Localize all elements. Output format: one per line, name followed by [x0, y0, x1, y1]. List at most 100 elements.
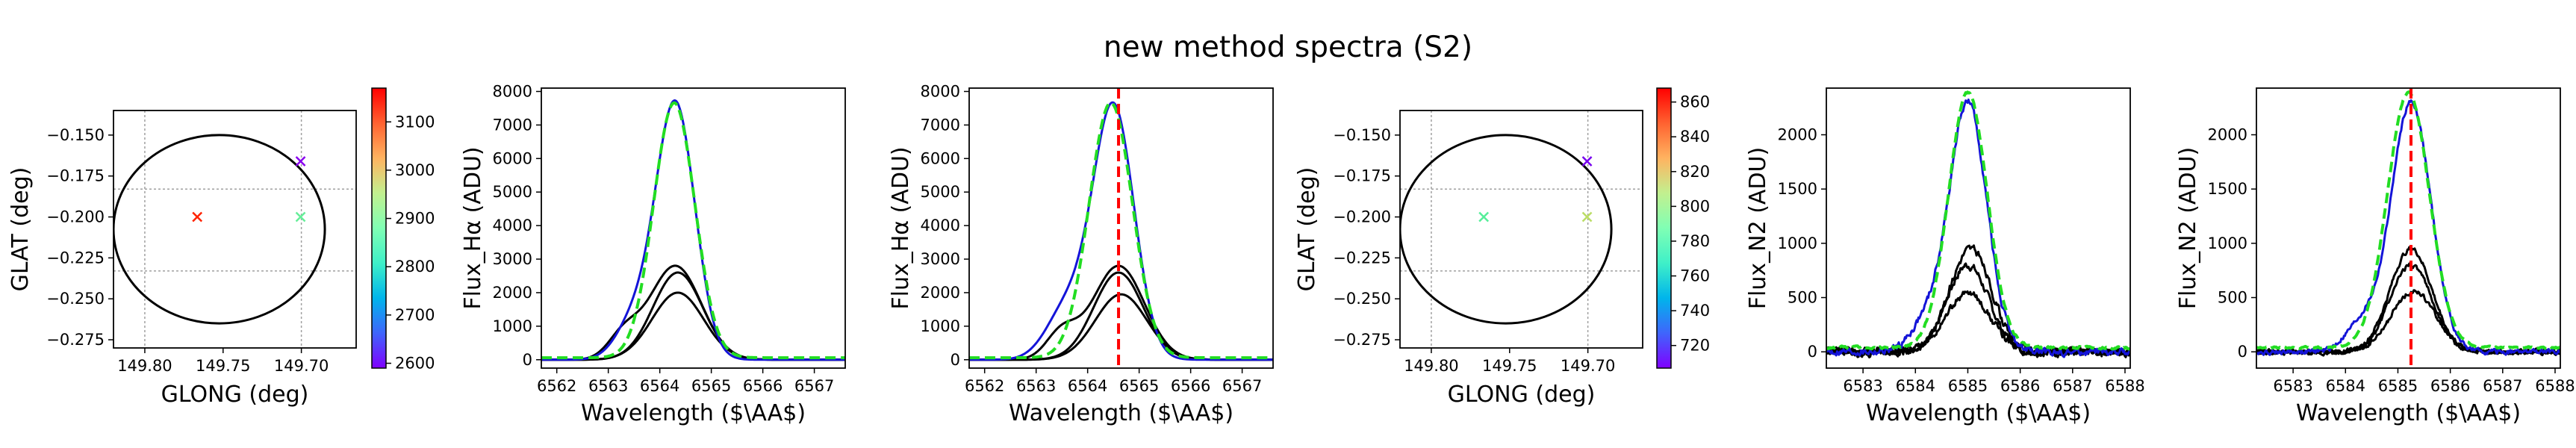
- y-tick-label: −0.200: [46, 208, 105, 226]
- x-tick-label: 6585: [2378, 377, 2418, 395]
- x-tick-label: 149.70: [1561, 357, 1615, 375]
- y-axis-label: GLAT (deg): [7, 167, 34, 292]
- colorbar-tick-label: 800: [1680, 197, 1710, 215]
- series-model-green: [2256, 90, 2560, 350]
- y-tick-label: 2000: [1778, 126, 1817, 144]
- x-tick-label: 6565: [1119, 377, 1159, 395]
- y-axis-label: Flux_Hα (ADU): [888, 146, 914, 309]
- series-observed-blue: [969, 101, 1273, 361]
- colorbar-tick-label: 760: [1680, 267, 1710, 285]
- x-tick-label: 6562: [965, 377, 1004, 395]
- y-axis-label: Flux_Hα (ADU): [460, 146, 486, 309]
- x-tick-label: 149.70: [274, 357, 329, 375]
- x-tick-label: 149.75: [196, 357, 250, 375]
- colorbar-tick-label: 740: [1680, 302, 1710, 320]
- x-tick-label: 6588: [2105, 377, 2144, 395]
- y-tick-label: 500: [1788, 289, 1817, 307]
- y-tick-label: −0.275: [1333, 331, 1391, 349]
- y-tick-label: 5000: [921, 183, 960, 201]
- y-tick-label: −0.175: [1333, 167, 1391, 185]
- y-tick-label: 2000: [2208, 126, 2247, 144]
- y-tick-label: −0.175: [46, 167, 105, 185]
- map-1-panel: 2600 2700 2800 2900 3000 3100 149.80 149.75 149.…: [7, 87, 435, 408]
- y-tick-label: 2000: [493, 284, 532, 302]
- spectrum-n2-2-plot-area: [2256, 88, 2560, 368]
- y-tick-label: 6000: [921, 149, 960, 167]
- colorbar-tick-label: 780: [1680, 232, 1710, 250]
- spectrum-ha-2-plot-area: [969, 88, 1273, 368]
- x-axis-label: Wavelength ($\AA$): [1866, 400, 2091, 426]
- y-tick-label: −0.275: [46, 331, 105, 349]
- series-observed-blue: [2256, 99, 2560, 356]
- series-component-2: [969, 271, 1273, 361]
- x-axis-label: Wavelength ($\AA$): [581, 400, 806, 426]
- y-tick-label: 0: [1808, 343, 1817, 361]
- y-tick-label: 1500: [2208, 180, 2247, 198]
- series-component-1: [541, 264, 845, 361]
- x-axis-label: Wavelength ($\AA$): [1009, 400, 1233, 426]
- y-tick-label: 3000: [921, 250, 960, 268]
- x-tick-label: 6583: [1843, 377, 1882, 395]
- x-tick-label: 6587: [2053, 377, 2092, 395]
- aperture-circle: [1400, 134, 1613, 325]
- y-tick-label: −0.150: [1333, 126, 1391, 144]
- y-tick-label: −0.150: [46, 126, 105, 144]
- x-tick-label: 149.75: [1482, 357, 1537, 375]
- series-observed-blue: [541, 99, 845, 361]
- colorbar: [371, 87, 387, 369]
- x-axis-label: GLONG (deg): [161, 382, 309, 408]
- colorbar-tick-label: 860: [1680, 93, 1710, 111]
- series-model-green: [969, 101, 1273, 360]
- y-tick-label: 3000: [493, 250, 532, 268]
- colorbar-tick-label: 840: [1680, 128, 1710, 146]
- figure-title: new method spectra (S2): [1104, 31, 1472, 64]
- x-tick-label: 6566: [743, 377, 783, 395]
- y-tick-label: 500: [2218, 289, 2247, 307]
- x-tick-label: 6562: [537, 377, 576, 395]
- map-2-panel: 720 740 760 780 800 820 840 860 149.80 149.75 149.…: [1294, 87, 1710, 408]
- map-2-plot-area: [1400, 111, 1643, 348]
- y-tick-label: 7000: [921, 116, 960, 134]
- y-tick-label: 1000: [493, 317, 532, 335]
- x-tick-label: 6585: [1948, 377, 1988, 395]
- y-axis-label: GLAT (deg): [1294, 167, 1320, 292]
- y-tick-label: −0.250: [1333, 290, 1391, 308]
- spectrum-ha-1-plot-area: [541, 99, 845, 361]
- x-tick-label: 149.80: [117, 357, 172, 375]
- x-tick-label: 6586: [2430, 377, 2470, 395]
- colorbar-tick-label: 3100: [395, 113, 435, 131]
- map-1-plot-area: [113, 111, 356, 348]
- x-tick-label: 6566: [1171, 377, 1210, 395]
- y-tick-label: −0.225: [1333, 249, 1391, 267]
- x-tick-label: 6584: [1896, 377, 1935, 395]
- colorbar-tick-label: 2600: [395, 355, 435, 373]
- x-tick-label: 6565: [691, 377, 731, 395]
- series-component-3: [541, 291, 845, 361]
- series-model-green: [1826, 90, 2130, 351]
- x-tick-label: 6564: [1068, 377, 1107, 395]
- colorbar: [1656, 87, 1672, 369]
- x-tick-label: 6564: [640, 377, 679, 395]
- series-component-1: [969, 264, 1273, 361]
- y-tick-label: 1000: [921, 317, 960, 335]
- x-axis-label: Wavelength ($\AA$): [2296, 400, 2521, 426]
- y-axis-label: Flux_N2 (ADU): [2175, 147, 2201, 309]
- colorbar-tick-label: 2800: [395, 258, 435, 276]
- map-1-axes-frame: [113, 110, 357, 349]
- x-tick-label: 149.80: [1404, 357, 1458, 375]
- y-axis-label: Flux_N2 (ADU): [1745, 147, 1771, 309]
- data-point-marker: [1581, 156, 1593, 167]
- x-tick-label: 6586: [2000, 377, 2040, 395]
- y-tick-label: 8000: [921, 82, 960, 100]
- data-point-marker: [1581, 211, 1593, 223]
- aperture-circle: [113, 134, 326, 325]
- spectrum-ha-1-panel: 6562 6563 6564 6565 6566 6567 0 1000 2000 3000 400…: [460, 82, 846, 426]
- spectrum-ha-1-axes-frame: [541, 87, 846, 369]
- series-model-green: [541, 101, 845, 360]
- spectrum-n2-1-axes-frame: [1826, 87, 2131, 369]
- data-point-marker: [192, 211, 203, 223]
- y-tick-label: 8000: [493, 82, 532, 100]
- x-axis-label: GLONG (deg): [1448, 382, 1596, 408]
- y-tick-label: 0: [523, 351, 532, 369]
